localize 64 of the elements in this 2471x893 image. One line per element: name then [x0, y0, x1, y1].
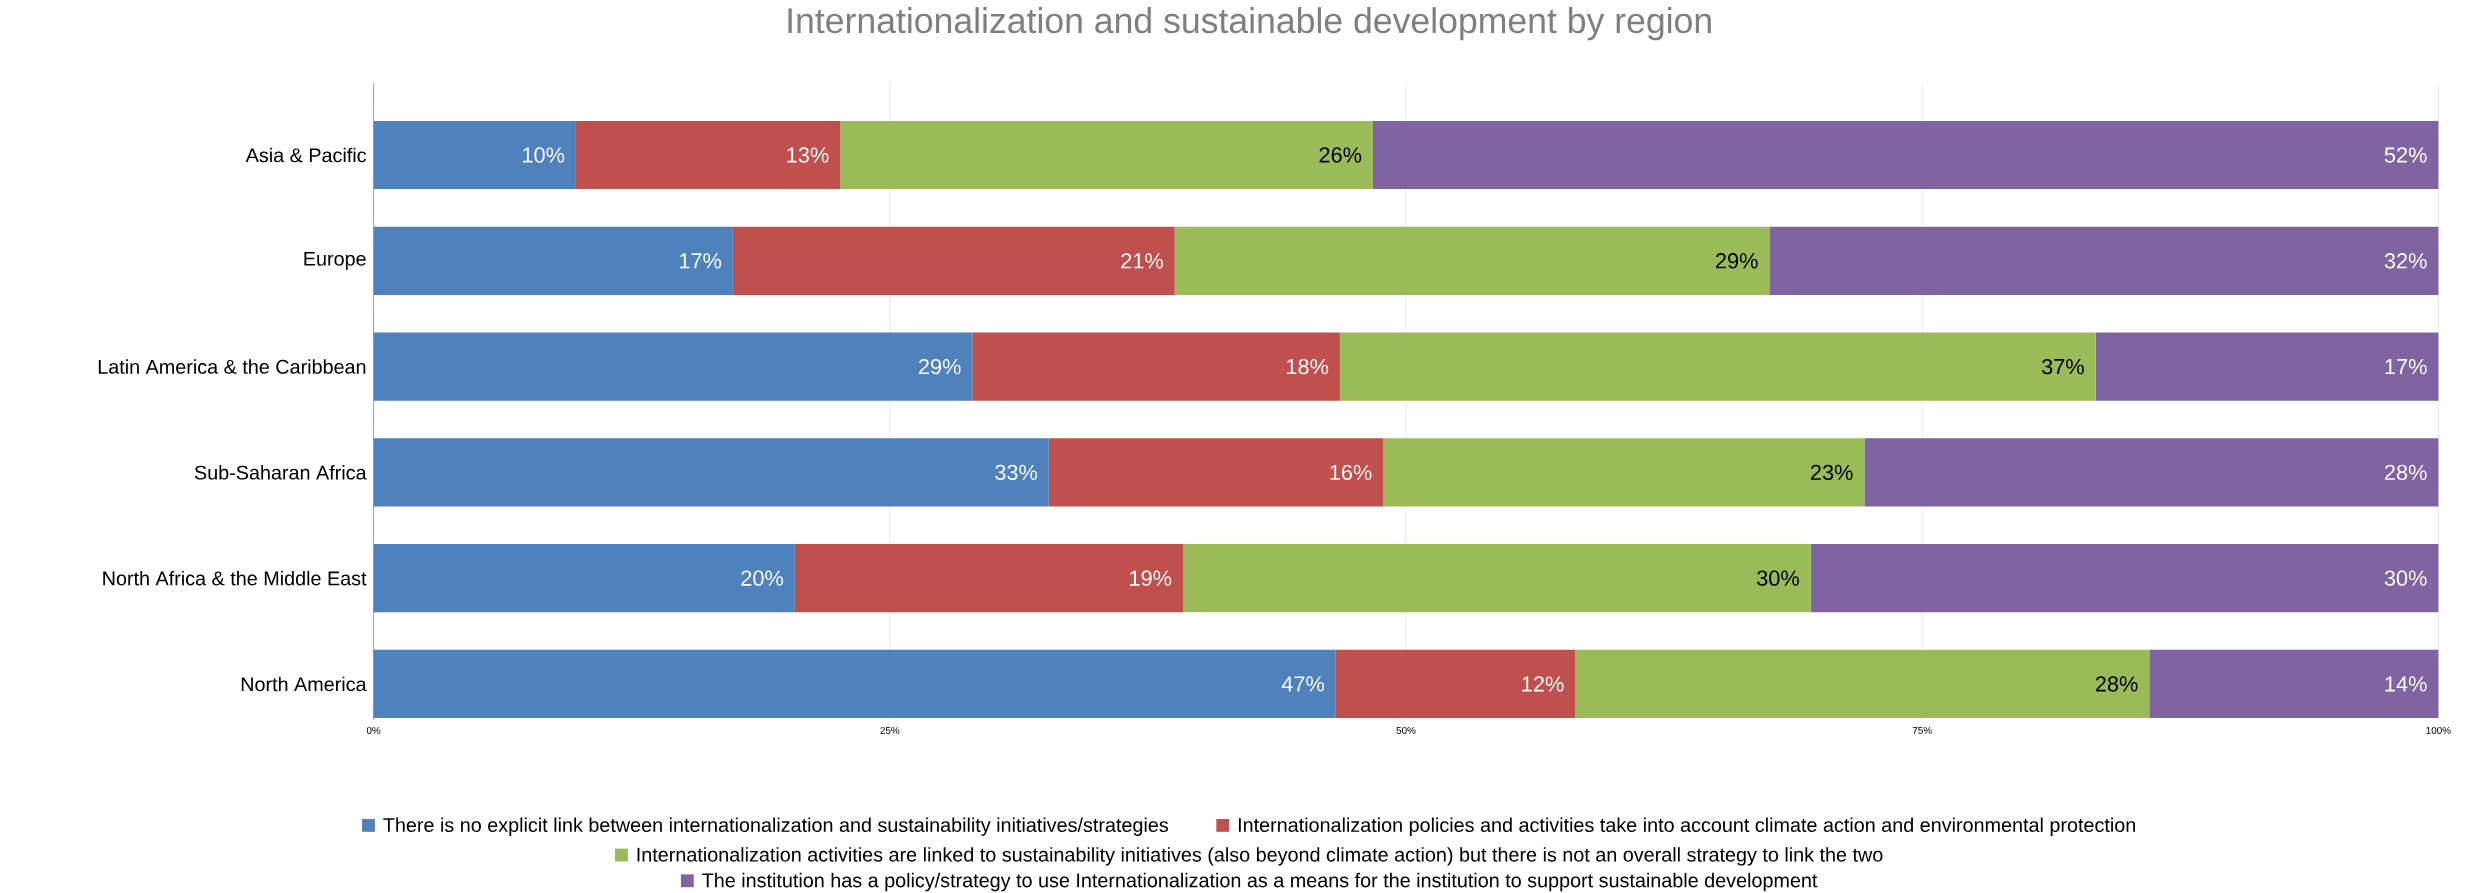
bar	[840, 120, 1373, 190]
data-label: 37%	[2041, 358, 2084, 375]
legend-label: There is no explicit link between internationalization and sustainability initiatives/strategies	[383, 817, 1169, 836]
data-label: 17%	[680, 253, 722, 269]
data-label: 19%	[1130, 570, 1172, 586]
bar	[1174, 226, 1770, 295]
bar	[373, 438, 1049, 507]
data-label: 33%	[995, 464, 1038, 481]
bar	[373, 544, 795, 613]
bar	[373, 120, 576, 190]
bar	[972, 332, 1340, 401]
legend-label: Internationalization activities are linked to sustainability initiatives (also beyond climate action) but there is not an overall strategy to link the two	[637, 847, 1883, 866]
data-label: 29%	[918, 358, 961, 375]
bar	[2095, 332, 2439, 401]
y-tick-label: North Africa & the Middle East	[103, 570, 367, 586]
bar	[1864, 438, 2439, 507]
bar	[794, 544, 1183, 613]
data-label: 32%	[2384, 253, 2427, 269]
bar	[373, 649, 1336, 719]
x-tick-label: 25%	[880, 726, 900, 734]
chart-title: Internationalization and sustainable development by region	[788, 7, 1711, 41]
data-label: 52%	[2384, 147, 2427, 163]
bar	[1383, 438, 1865, 507]
data-label: 13%	[787, 147, 829, 163]
data-label: 16%	[1330, 464, 1372, 481]
data-label: 30%	[2384, 570, 2427, 586]
y-tick-label: Latin America & the Caribbean	[98, 359, 366, 374]
data-label: 47%	[1281, 676, 1325, 692]
data-label: 12%	[1522, 676, 1564, 692]
data-label: 14%	[2385, 676, 2427, 692]
bar	[1810, 544, 2439, 613]
y-tick-label: North America	[241, 676, 367, 692]
bar	[732, 226, 1175, 295]
data-label: 21%	[1121, 253, 1163, 269]
bar	[1182, 544, 1811, 613]
bar	[1335, 649, 1576, 719]
x-tick-label: 100%	[2426, 726, 2451, 734]
data-label: 29%	[1715, 253, 1758, 269]
data-label: 10%	[523, 147, 565, 163]
data-label: 30%	[1757, 570, 1799, 586]
data-label: 26%	[1319, 147, 1362, 163]
data-label: 18%	[1287, 358, 1329, 375]
data-label: 20%	[741, 570, 784, 586]
y-tick-label: Sub-Saharan Africa	[194, 465, 367, 480]
bar	[373, 332, 973, 401]
data-label: 28%	[2384, 464, 2427, 481]
y-tick-label: Asia & Pacific	[245, 147, 367, 163]
bar	[1339, 332, 2096, 401]
bar	[575, 120, 841, 190]
x-tick-label: 0%	[366, 726, 381, 734]
data-label: 28%	[2095, 676, 2138, 692]
legend-label: The institution has a policy/strategy to use Internationalization as a means for the institution to support sustainable development	[702, 872, 1818, 892]
bar	[1048, 438, 1384, 507]
y-tick-label: Europe	[304, 251, 366, 270]
bar	[373, 226, 733, 295]
bar	[2149, 649, 2439, 719]
bar	[1769, 226, 2439, 295]
data-label: 23%	[1810, 464, 1853, 481]
bar	[1575, 649, 2150, 719]
x-tick-label: 50%	[1396, 726, 1416, 734]
bar	[1372, 120, 2439, 190]
legend-label: Internationalization policies and activities take into account climate action and environmental protection	[1238, 817, 2135, 836]
data-label: 17%	[2385, 359, 2427, 375]
x-tick-label: 75%	[1912, 726, 1932, 734]
